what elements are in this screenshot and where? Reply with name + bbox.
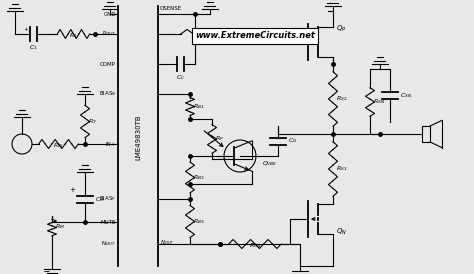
Text: +: + [23,27,28,32]
Text: BIAS$_P$: BIAS$_P$ [99,195,116,204]
Text: $R_{B2}$: $R_{B2}$ [193,173,205,182]
Text: $R_{B1}$: $R_{B1}$ [193,102,205,111]
Text: --: -- [286,271,293,274]
Text: --: -- [131,269,138,274]
Text: $R_T$: $R_T$ [88,118,97,126]
Text: $R_{GP}$: $R_{GP}$ [213,31,225,40]
Text: $C_G$: $C_G$ [288,136,298,145]
Text: $R_{S2}$: $R_{S2}$ [336,95,347,104]
Text: BIAS$_N$: BIAS$_N$ [99,90,116,98]
Text: $N_{OUT}$: $N_{OUT}$ [160,238,174,247]
Text: OSENSE: OSENSE [160,6,182,11]
Text: $Q_N$: $Q_N$ [336,227,347,237]
Text: $R_{S1}$: $R_{S1}$ [336,165,347,173]
Text: N$_{OUT}$: N$_{OUT}$ [101,239,116,249]
Text: $C_{SN}$: $C_{SN}$ [400,91,412,100]
Text: $R_P$: $R_P$ [215,135,224,144]
Text: $R_{CN}$: $R_{CN}$ [249,241,261,250]
Text: LME49830TB: LME49830TB [135,114,141,160]
Text: $R_{B3}$: $R_{B3}$ [193,217,205,226]
Text: $C_1$: $C_1$ [29,43,38,52]
Text: www.ExtremeCircuits.net: www.ExtremeCircuits.net [195,32,315,41]
Text: $R_1$: $R_1$ [69,31,78,40]
Text: $R_M$: $R_M$ [55,222,65,232]
Text: --: -- [44,266,51,274]
Text: $R_{IN}$: $R_{IN}$ [53,141,64,150]
Text: P$_{OUT}$: P$_{OUT}$ [102,30,116,38]
Text: +: + [69,187,75,193]
Text: GND: GND [103,12,116,16]
Text: $C_C$: $C_C$ [176,73,185,82]
Text: $C_M$: $C_M$ [95,195,105,204]
Text: $R_{SN}$: $R_{SN}$ [373,98,385,107]
Text: $Q_P$: $Q_P$ [336,24,346,34]
Text: COMP: COMP [100,61,116,67]
Bar [422,126,430,142]
Text: --: -- [72,269,79,274]
Text: $Q_{VBE}$: $Q_{VBE}$ [262,159,278,169]
Text: IN+: IN+ [106,141,116,147]
Text: MUTE: MUTE [101,219,116,224]
